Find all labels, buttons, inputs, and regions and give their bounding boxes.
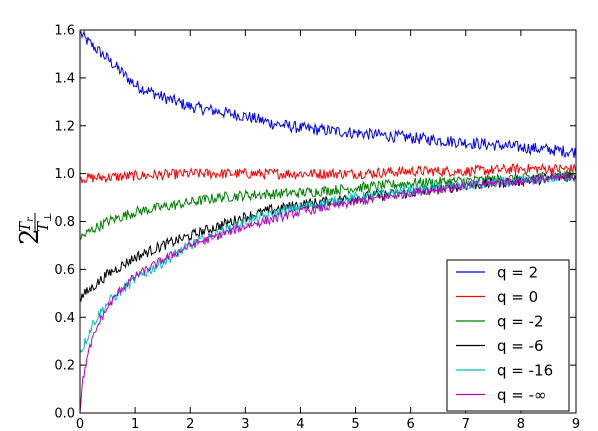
legend-label: q = -6 — [497, 337, 544, 355]
x-tick-label: 8 — [517, 417, 525, 431]
y-tick-label: 1.6 — [54, 24, 75, 39]
legend-label: q = -∞ — [497, 386, 547, 404]
y-tick-label: 0.0 — [54, 407, 75, 422]
y-tick-label: 1.2 — [54, 119, 75, 134]
y-tick-label: 1.4 — [54, 71, 75, 86]
y-tick-label: 0.8 — [54, 215, 75, 230]
y-tick-label: 0.4 — [54, 311, 75, 326]
y-tick-label: 0.2 — [54, 359, 75, 374]
y-tick-label: 1.0 — [54, 167, 75, 182]
legend-box — [446, 259, 570, 412]
series-line — [79, 169, 577, 240]
legend-label: q = -2 — [497, 313, 544, 331]
legend-label: q = -16 — [497, 362, 553, 380]
y-label-denominator: T⊥ — [34, 213, 54, 232]
x-tick-label: 9 — [572, 417, 580, 431]
x-tick-label: 0 — [76, 417, 84, 431]
x-tick-label: 4 — [296, 417, 304, 431]
y-axis-label: 2 Tr T⊥ — [15, 213, 54, 245]
y-tick-label: 0.6 — [54, 263, 75, 278]
y-label-main: 2 — [15, 228, 45, 245]
legend: q = 2 q = 0 q = -2 q = -6 q = -16 q = -∞ — [446, 259, 570, 412]
series-layer — [79, 29, 577, 414]
x-tick-label: 7 — [462, 417, 470, 431]
y-label-numerator: Tr — [16, 216, 36, 232]
x-tick-label: 5 — [351, 417, 359, 431]
x-tick-label: 1 — [131, 417, 139, 431]
legend-label: q = 0 — [497, 288, 538, 306]
series-line — [79, 29, 577, 159]
x-tick-label: 3 — [241, 417, 249, 431]
series-line — [79, 162, 577, 184]
series-line — [79, 171, 577, 414]
x-tick-label: 2 — [186, 417, 194, 431]
axis-ticks: 0 1 2 3 4 5 6 7 8 9 0.0 0.2 0.4 0.6 0.8 1.0 1.2 1.4 1.6 — [54, 24, 580, 431]
legend-label: q = 2 — [497, 264, 538, 282]
x-tick-label: 6 — [407, 417, 415, 431]
